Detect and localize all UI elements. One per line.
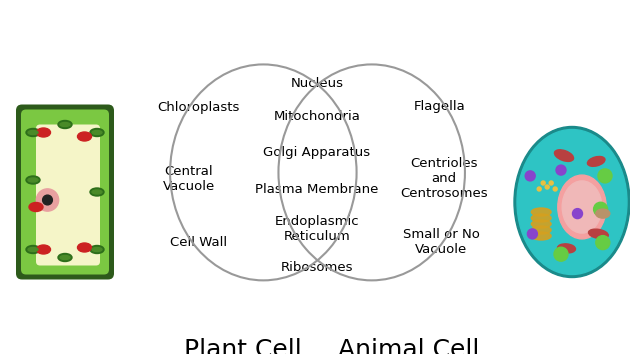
Text: Ribosomes: Ribosomes: [280, 261, 353, 274]
Circle shape: [553, 187, 557, 191]
Ellipse shape: [26, 129, 40, 137]
Text: Central
Vacuole: Central Vacuole: [163, 165, 215, 193]
Text: Small or No
Vacuole: Small or No Vacuole: [403, 228, 479, 257]
Ellipse shape: [92, 247, 102, 251]
Ellipse shape: [77, 243, 91, 252]
Ellipse shape: [26, 246, 40, 253]
Text: Nucleus: Nucleus: [290, 78, 343, 90]
Circle shape: [596, 236, 610, 250]
Ellipse shape: [562, 181, 602, 233]
Circle shape: [573, 209, 583, 219]
Text: Endoplasmic
Reticulum: Endoplasmic Reticulum: [275, 215, 359, 244]
Text: Centrioles
and
Centrosomes: Centrioles and Centrosomes: [400, 157, 488, 200]
Ellipse shape: [90, 129, 104, 137]
Circle shape: [525, 171, 536, 181]
Ellipse shape: [58, 120, 72, 129]
Ellipse shape: [558, 175, 606, 239]
Ellipse shape: [90, 188, 104, 196]
Ellipse shape: [58, 253, 72, 262]
Circle shape: [593, 202, 607, 216]
Ellipse shape: [531, 220, 551, 228]
Ellipse shape: [92, 190, 102, 194]
Ellipse shape: [37, 128, 50, 137]
Text: Animal Cell: Animal Cell: [338, 338, 479, 354]
Ellipse shape: [531, 214, 551, 222]
Ellipse shape: [60, 122, 70, 126]
Circle shape: [43, 195, 52, 205]
Text: Plasma Membrane: Plasma Membrane: [255, 183, 379, 196]
Ellipse shape: [554, 150, 573, 161]
Ellipse shape: [531, 232, 551, 240]
Ellipse shape: [37, 245, 50, 254]
Circle shape: [545, 185, 549, 189]
Text: Plant Cell: Plant Cell: [184, 338, 301, 354]
Ellipse shape: [517, 130, 627, 274]
Text: Mitochondria: Mitochondria: [273, 110, 360, 123]
Text: Cell Wall: Cell Wall: [170, 236, 227, 249]
Ellipse shape: [596, 209, 610, 218]
Ellipse shape: [29, 202, 43, 211]
Ellipse shape: [92, 131, 102, 135]
Text: Flagella: Flagella: [414, 100, 466, 113]
Circle shape: [37, 189, 59, 211]
Circle shape: [527, 229, 537, 239]
Ellipse shape: [26, 176, 40, 184]
Ellipse shape: [28, 178, 38, 182]
Circle shape: [541, 181, 545, 185]
Circle shape: [598, 169, 612, 183]
Ellipse shape: [558, 244, 575, 253]
FancyBboxPatch shape: [16, 104, 114, 280]
Ellipse shape: [90, 246, 104, 253]
Text: Golgi Apparatus: Golgi Apparatus: [263, 147, 370, 159]
Ellipse shape: [587, 156, 605, 166]
Circle shape: [549, 181, 553, 185]
Text: Chloroplasts: Chloroplasts: [158, 102, 239, 114]
Circle shape: [554, 247, 568, 261]
Ellipse shape: [60, 256, 70, 259]
Ellipse shape: [514, 126, 630, 278]
Ellipse shape: [28, 131, 38, 135]
Ellipse shape: [77, 132, 91, 141]
Circle shape: [556, 165, 566, 175]
Ellipse shape: [588, 229, 609, 239]
Ellipse shape: [531, 226, 551, 234]
Ellipse shape: [28, 247, 38, 251]
Ellipse shape: [531, 208, 551, 216]
Circle shape: [537, 187, 541, 191]
FancyBboxPatch shape: [21, 109, 109, 274]
FancyBboxPatch shape: [36, 125, 100, 266]
